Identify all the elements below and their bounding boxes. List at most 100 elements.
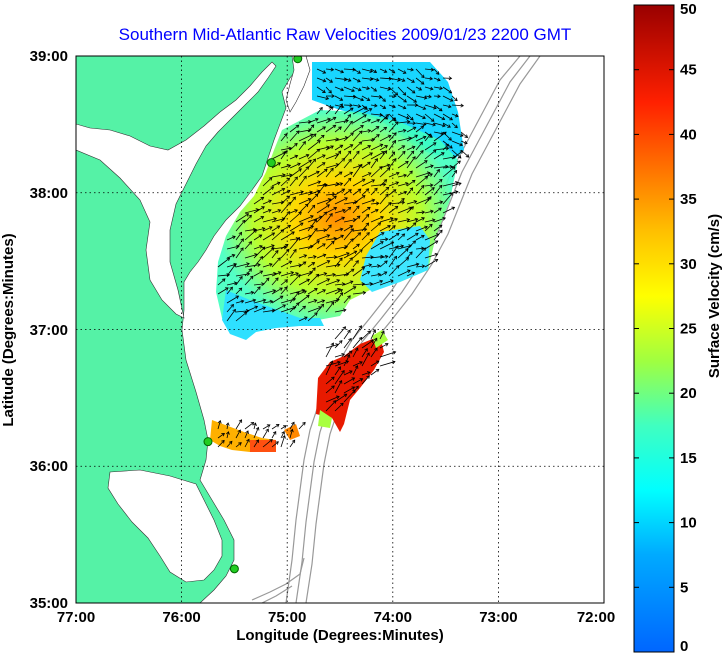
velocity-vector-head bbox=[268, 199, 272, 204]
velocity-vector-head bbox=[454, 190, 459, 194]
velocity-vector-head bbox=[332, 116, 337, 121]
velocity-vector bbox=[415, 160, 428, 169]
velocity-vector bbox=[325, 396, 340, 403]
velocity-vector-head bbox=[322, 78, 327, 83]
velocity-vector-head bbox=[302, 421, 306, 426]
velocity-vector bbox=[433, 169, 440, 178]
velocity-vector bbox=[406, 95, 417, 103]
velocity-vector-head bbox=[340, 87, 345, 92]
velocity-vector-head bbox=[368, 263, 373, 268]
velocity-vector-head bbox=[402, 70, 407, 74]
velocity-vector bbox=[388, 181, 399, 187]
colorbar-tick-label: 45 bbox=[680, 62, 697, 79]
velocity-vector-head bbox=[340, 402, 344, 407]
velocity-vector bbox=[406, 126, 416, 133]
velocity-vector-head bbox=[347, 113, 351, 118]
velocity-vector bbox=[406, 146, 415, 151]
velocity-vector bbox=[307, 158, 316, 169]
velocity-vector bbox=[343, 257, 353, 268]
velocity-vector-head bbox=[373, 88, 378, 92]
velocity-vector bbox=[442, 207, 455, 214]
velocity-vector-head bbox=[309, 270, 314, 275]
velocity-vector bbox=[280, 164, 291, 169]
velocity-vector-head bbox=[393, 132, 397, 136]
velocity-vector bbox=[289, 124, 299, 133]
velocity-vector bbox=[334, 402, 344, 412]
velocity-vector-head bbox=[372, 329, 377, 333]
velocity-vector bbox=[433, 179, 443, 187]
velocity-vector bbox=[343, 219, 357, 223]
velocity-vector-head bbox=[371, 137, 376, 142]
velocity-vector-head bbox=[337, 287, 341, 292]
velocity-vector-head bbox=[426, 171, 431, 176]
velocity-vector bbox=[244, 228, 256, 232]
velocity-vector-head bbox=[391, 151, 396, 156]
velocity-vector-head bbox=[382, 98, 386, 102]
velocity-vector-head bbox=[275, 424, 280, 428]
velocity-vector-head bbox=[250, 422, 255, 426]
velocity-vector bbox=[415, 265, 425, 268]
velocity-vector-head bbox=[430, 209, 434, 214]
velocity-vector bbox=[397, 198, 405, 205]
velocity-vector bbox=[388, 245, 399, 259]
velocity-vector-head bbox=[269, 262, 273, 267]
velocity-vector-head bbox=[298, 211, 302, 216]
velocity-vector-head bbox=[395, 245, 399, 249]
velocity-vector bbox=[226, 245, 240, 250]
velocity-vector bbox=[388, 121, 399, 133]
colorbar-tick-label: 20 bbox=[680, 385, 697, 402]
velocity-vector-head bbox=[289, 428, 294, 433]
velocity-vector-head bbox=[358, 130, 363, 135]
velocity-vector bbox=[316, 126, 326, 133]
velocity-vector bbox=[289, 289, 305, 295]
velocity-vector-head bbox=[237, 429, 241, 434]
velocity-vector bbox=[235, 232, 242, 241]
velocity-vector-head bbox=[411, 79, 415, 83]
velocity-vector bbox=[334, 353, 345, 358]
velocity-vector bbox=[406, 68, 414, 71]
velocity-vector bbox=[334, 370, 345, 385]
velocity-vector-head bbox=[451, 206, 456, 211]
velocity-vector bbox=[262, 300, 273, 304]
velocity-vector-head bbox=[422, 106, 427, 110]
velocity-vector-head bbox=[339, 97, 344, 101]
velocity-vector-head bbox=[430, 164, 434, 169]
velocity-vector-head bbox=[342, 308, 347, 313]
velocity-vector bbox=[379, 86, 391, 90]
y-ticks: 39:00 38:00 37:00 36:00 35:00 bbox=[30, 48, 68, 612]
velocity-vector-head bbox=[422, 247, 427, 252]
velocity-vector bbox=[289, 291, 300, 304]
velocity-vector bbox=[217, 433, 225, 439]
velocity-vector-head bbox=[245, 430, 249, 435]
velocity-vector bbox=[451, 140, 463, 146]
velocity-vector bbox=[235, 220, 246, 232]
velocity-vector-head bbox=[326, 260, 331, 264]
y-tick-label: 36:00 bbox=[30, 458, 68, 475]
velocity-vector bbox=[325, 213, 333, 223]
velocity-vector-head bbox=[338, 379, 343, 384]
velocity-vector bbox=[244, 422, 254, 430]
velocity-vector-head bbox=[308, 128, 312, 133]
velocity-vector-head bbox=[402, 92, 407, 96]
velocity-vector-head bbox=[386, 163, 391, 168]
velocity-vector bbox=[289, 422, 295, 430]
velocity-vector-head bbox=[380, 241, 384, 245]
velocity-vector-head bbox=[356, 205, 360, 210]
velocity-vector-head bbox=[232, 308, 236, 313]
velocity-vector-head bbox=[412, 126, 417, 131]
velocity-vector-head bbox=[414, 217, 419, 222]
velocity-vector bbox=[424, 184, 433, 187]
velocity-vector-head bbox=[314, 312, 318, 316]
velocity-vector-head bbox=[336, 279, 341, 283]
velocity-vector-head bbox=[304, 203, 309, 208]
velocity-vector-head bbox=[385, 193, 389, 198]
velocity-vector bbox=[352, 104, 361, 107]
velocity-vector-head bbox=[377, 222, 382, 226]
velocity-vector bbox=[424, 68, 434, 71]
velocity-vector bbox=[244, 229, 257, 241]
velocity-vector bbox=[370, 273, 381, 277]
velocity-vector bbox=[361, 152, 373, 160]
velocity-vector bbox=[388, 151, 395, 160]
velocity-vector-head bbox=[380, 232, 385, 236]
velocity-vector bbox=[343, 280, 353, 286]
